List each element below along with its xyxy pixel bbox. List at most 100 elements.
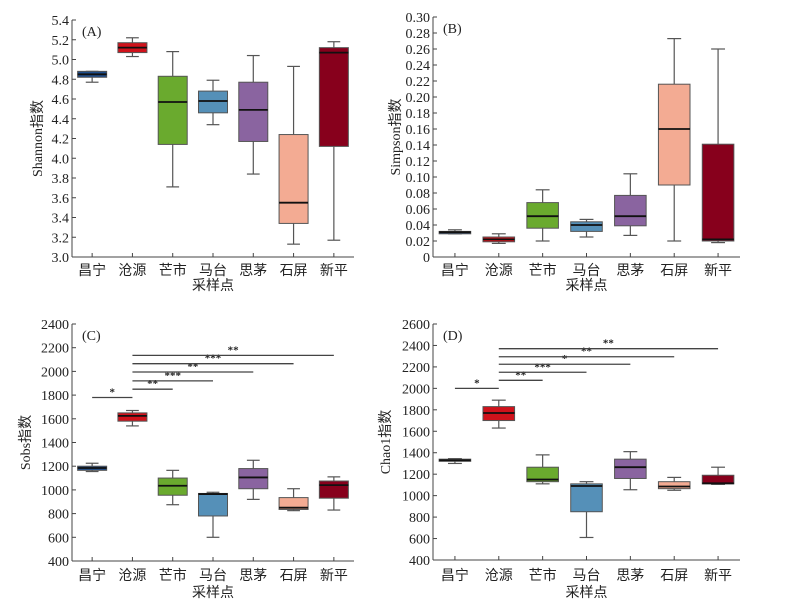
box-1 — [117, 409, 148, 427]
x-tick-label: 新平 — [704, 568, 732, 584]
y-tick-label: 4.8 — [52, 73, 70, 88]
y-tick-label: 0.02 — [406, 235, 431, 250]
y-tick-label: 0.16 — [406, 123, 431, 138]
significance-label: ** — [187, 361, 199, 373]
y-tick-label: 4.0 — [52, 152, 70, 167]
box-iqr — [238, 81, 269, 142]
x-tick-label: 石屏 — [280, 264, 308, 279]
y-tick-label: 2200 — [41, 342, 69, 357]
y-tick-label: 2400 — [402, 339, 430, 354]
box-iqr — [614, 458, 647, 479]
y-tick-label: 0.20 — [406, 91, 431, 106]
box-5 — [278, 488, 309, 512]
box-0 — [77, 462, 108, 473]
box-3 — [197, 79, 229, 126]
panel-b-simpson: 00.020.040.060.080.100.120.140.160.180.2… — [388, 11, 740, 294]
y-axis-title: Sobs指数 — [18, 415, 34, 470]
y-tick-label: 600 — [409, 533, 430, 548]
x-tick-label: 昌宁 — [78, 262, 106, 279]
box-6 — [701, 48, 735, 244]
significance-label: * — [110, 386, 116, 398]
box-iqr — [570, 221, 603, 232]
y-tick-label: 3.0 — [52, 251, 70, 266]
y-tick-label: 0.28 — [406, 27, 431, 42]
y-tick-label: 2200 — [402, 361, 430, 376]
y-tick-label: 0.26 — [406, 43, 431, 58]
y-axis-title: Shannon指数 — [30, 100, 46, 177]
box-6 — [318, 476, 349, 511]
x-tick-label: 新平 — [320, 568, 348, 584]
significance-label: ** — [228, 344, 240, 356]
box-iqr — [657, 83, 691, 186]
box-5 — [278, 65, 309, 245]
box-6 — [701, 466, 735, 485]
box-3 — [197, 491, 229, 538]
box-iqr — [570, 483, 603, 513]
y-tick-label: 5.4 — [52, 14, 70, 29]
y-tick-label: 0.12 — [406, 155, 431, 170]
y-tick-label: 0.24 — [406, 59, 431, 74]
x-tick-label: 思茅 — [616, 263, 644, 279]
x-tick-label: 沧源 — [118, 262, 146, 279]
x-tick-label: 思茅 — [239, 568, 267, 584]
box-2 — [157, 469, 188, 506]
significance-label: * — [562, 353, 568, 365]
x-tick-label: 马台 — [199, 568, 227, 584]
x-tick-label: 昌宁 — [78, 567, 106, 584]
panel-a-shannon: 3.0 3.2 3.4 3.6 3.8 4.0 4.2 4.4 4.6 4.8 5.0 5.2 5.4 昌… — [30, 14, 354, 294]
box-iqr — [278, 134, 309, 224]
x-tick-label: 芒市 — [529, 567, 557, 584]
y-tick-label: 800 — [48, 508, 69, 523]
x-tick-label: 昌宁 — [441, 567, 469, 584]
y-tick-label: 1200 — [402, 468, 430, 483]
box-2 — [157, 50, 188, 188]
x-tick-label: 思茅 — [239, 263, 267, 279]
y-tick-label: 3.8 — [52, 172, 70, 187]
y-tick-label: 2000 — [41, 365, 69, 380]
y-tick-label: 4.2 — [52, 133, 70, 148]
y-tick-label: 0.06 — [406, 203, 431, 218]
panel-d-chao1: 400 600 800 1000 1200 1400 1600 1800 2000 2200 240… — [378, 318, 740, 601]
x-tick-label: 芒市 — [159, 262, 187, 279]
y-tick-label: 0.14 — [406, 139, 431, 154]
box-iqr — [318, 47, 349, 147]
x-tick-label: 石屏 — [280, 569, 308, 584]
box-iqr — [657, 481, 691, 490]
x-tick-label: 新平 — [320, 263, 348, 279]
y-tick-label: 400 — [409, 554, 430, 569]
y-tick-label: 1000 — [41, 484, 69, 499]
y-tick-label: 1000 — [402, 490, 430, 505]
box-5 — [657, 37, 691, 242]
x-tick-label: 昌宁 — [441, 262, 469, 279]
box-2 — [526, 189, 559, 242]
box-1 — [117, 37, 148, 58]
x-tick-label: 新平 — [704, 263, 732, 279]
y-tick-label: 4.4 — [52, 113, 70, 128]
y-tick-label: 1800 — [41, 389, 69, 404]
y-axis-title: Chao1指数 — [378, 410, 394, 475]
box-iqr — [238, 468, 269, 490]
panel-label: (B) — [443, 22, 462, 37]
x-tick-label: 马台 — [573, 568, 601, 584]
box-4 — [238, 54, 269, 175]
box-1 — [482, 399, 516, 429]
significance-label: ** — [603, 338, 615, 350]
y-tick-label: 3.2 — [52, 231, 70, 246]
box-2 — [526, 454, 559, 485]
y-tick-label: 0 — [423, 251, 430, 266]
box-iqr — [197, 90, 229, 114]
significance-label: *** — [534, 361, 551, 373]
panel-label: (C) — [82, 329, 101, 344]
significance-label: *** — [164, 370, 181, 382]
box-6 — [318, 41, 349, 241]
x-tick-label: 马台 — [573, 263, 601, 279]
panel-label: (D) — [443, 329, 463, 344]
x-tick-label: 石屏 — [660, 569, 688, 584]
y-tick-label: 1800 — [402, 404, 430, 419]
box-0 — [77, 70, 108, 83]
y-axis-title: Simpson指数 — [388, 98, 404, 175]
x-tick-label: 芒市 — [529, 262, 557, 279]
y-tick-label: 800 — [409, 511, 430, 526]
x-axis-title: 采样点 — [192, 585, 234, 601]
y-tick-label: 2600 — [402, 318, 430, 333]
